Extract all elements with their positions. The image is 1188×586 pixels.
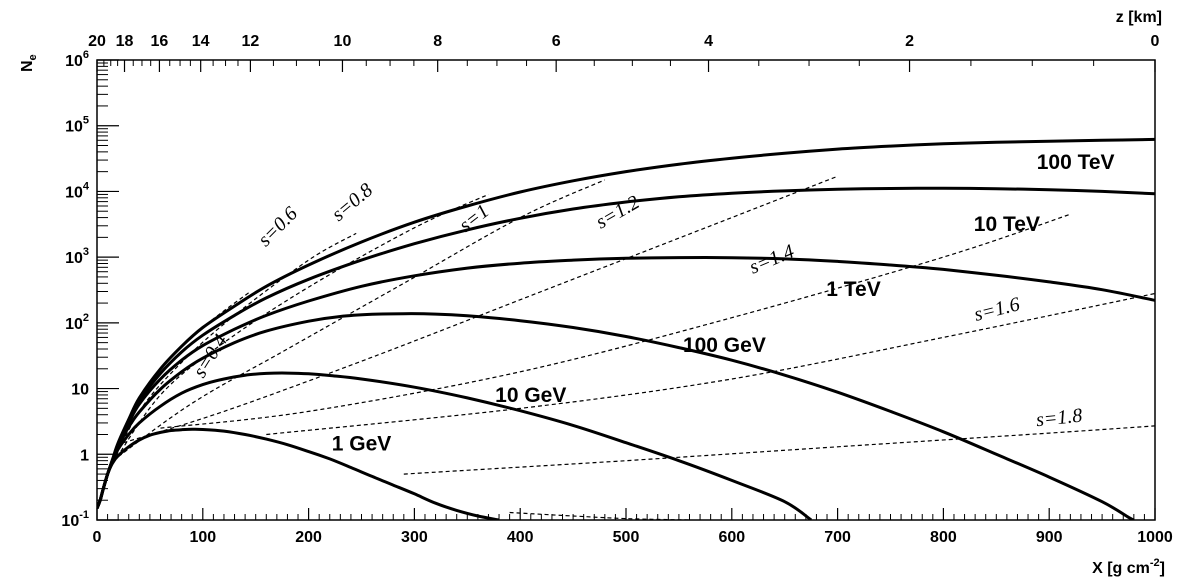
y-tick-label: 105 [65,115,89,136]
x-tick-label: 500 [613,529,640,546]
x-axis-label-main: X [g cm [1092,560,1150,577]
y-tick-label: 106 [65,49,89,70]
y-tick-label: 10-1 [61,509,89,530]
top-tick-label: 18 [116,33,134,50]
y-tick-label: 104 [65,180,90,201]
y-axis-label-main: N [19,60,36,72]
x-tick-label: 1000 [1137,529,1173,546]
x-tick-label: 100 [189,529,216,546]
energy-curve-label: 1 TeV [826,278,880,301]
age-line [509,511,690,520]
y-tick-label: 102 [65,312,89,333]
energy-curve-label: 100 TeV [1037,151,1115,174]
top-axis-ticks: 20 18 16 14 12 10 8 6 4 2 0 [88,33,1160,72]
top-tick-label: 6 [552,33,561,50]
y-tick-label: 103 [65,246,89,267]
top-tick-label: 14 [192,33,210,50]
y-axis-label-sub: e [27,54,39,60]
energy-curve-label: 10 TeV [974,213,1040,236]
x-tick-label: 900 [1036,529,1063,546]
age-line-label: s=0.6 [254,203,302,251]
x-tick-label: 700 [824,529,851,546]
x-tick-label: 800 [930,529,957,546]
energy-curves [97,137,1155,520]
age-line [109,193,489,470]
plot-area-border [96,59,1156,521]
x-tick-label: 200 [295,529,322,546]
energy-curve [97,427,500,520]
y-axis-label: Ne [19,54,39,72]
top-tick-label: 20 [88,33,106,50]
age-line [160,213,1071,429]
y-axis-ticks: 10-1 1 10 102 103 104 105 106 [61,49,119,530]
x-axis-label-end: ] [1160,560,1165,577]
plot-frame [96,59,1156,521]
age-line-label: s=1.2 [592,191,643,233]
energy-curve-label: 100 GeV [683,334,766,357]
age-line-label: s=1.4 [746,240,797,278]
top-tick-label: 4 [704,33,713,50]
x-axis-ticks: 0 100 200 300 400 500 600 700 800 900 1000 [93,508,1173,546]
x-axis-label-sup: -2 [1150,557,1160,569]
age-line-label: s=0.8 [328,179,378,226]
age-line-label: s=0.4 [189,331,232,382]
curve-labels: 1 GeV 10 GeV 100 GeV 1 TeV 10 TeV 100 TeV s=0.… [189,151,1115,455]
x-tick-label: 400 [507,529,534,546]
top-tick-label: 16 [151,33,169,50]
energy-curve [97,256,1155,509]
top-tick-label: 12 [242,33,260,50]
age-line-label: s=1.8 [1035,405,1083,432]
x-axis-label: X [g cm-2] [1092,557,1165,577]
top-axis-label: z [km] [1116,9,1162,26]
y-tick-label: 1 [80,447,89,464]
energy-curve [97,137,1155,509]
x-tick-label: 600 [718,529,745,546]
x-tick-label: 0 [93,529,102,546]
age-line [112,179,606,462]
age-line-label: s=1.6 [972,293,1022,326]
top-tick-label: 2 [905,33,914,50]
energy-curve [97,312,1135,520]
energy-curve-label: 1 GeV [332,432,392,455]
top-tick-label: 10 [334,33,352,50]
energy-curve-label: 10 GeV [495,384,566,407]
x-tick-label: 300 [401,529,428,546]
top-tick-label: 0 [1151,33,1160,50]
age-line [403,425,1155,475]
y-tick-label: 10 [71,382,89,399]
age-line [266,292,1155,436]
age-line [123,175,838,444]
top-tick-label: 8 [433,33,442,50]
